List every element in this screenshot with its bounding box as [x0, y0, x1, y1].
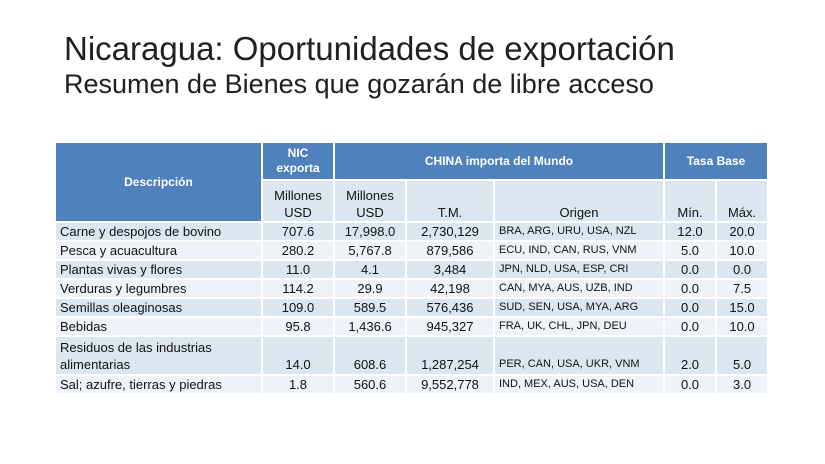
table-row: Pesca y acuacultura 280.2 5,767.8 879,586 EC… [56, 240, 770, 260]
cell-tasa-min: 0.0 [664, 278, 718, 298]
cell-descripcion: Pesca y acuacultura [56, 240, 263, 260]
title-block: Nicaragua: Oportunidades de exportación … [64, 30, 675, 100]
cell-descripcion: Bebidas [56, 316, 263, 336]
cell-nic-exporta: 280.2 [262, 240, 335, 260]
subheader-min: Mín. [664, 179, 718, 222]
cell-origen: IND, MEX, AUS, USA, DEN [494, 374, 666, 393]
cell-china-usd: 17,998.0 [334, 221, 407, 241]
cell-china-tm: 1,287,254 [406, 335, 495, 375]
cell-tasa-max: 10.0 [716, 240, 770, 260]
cell-china-tm: 42,198 [406, 278, 495, 298]
exports-table: Descripción NIC exporta CHINA importa de… [56, 143, 770, 393]
cell-china-tm: 879,586 [406, 240, 495, 260]
subheader-max: Máx. [716, 179, 770, 222]
cell-china-usd: 608.6 [334, 335, 407, 375]
cell-china-tm: 9,552,778 [406, 374, 495, 393]
cell-descripcion: Verduras y legumbres [56, 278, 263, 298]
cell-tasa-max: 10.0 [716, 316, 770, 336]
cell-tasa-max: 3.0 [716, 374, 770, 393]
cell-tasa-min: 2.0 [664, 335, 718, 375]
cell-descripcion: Carne y despojos de bovino [56, 221, 263, 241]
cell-origen: JPN, NLD, USA, ESP, CRI [494, 259, 666, 279]
cell-china-tm: 945,327 [406, 316, 495, 336]
table-row: Sal; azufre, tierras y piedras 1.8 560.6 9,… [56, 374, 770, 393]
table-row: Residuos de las industrias alimentarias 1… [56, 335, 770, 375]
cell-origen: ECU, IND, CAN, RUS, VNM [494, 240, 666, 260]
cell-china-usd: 4.1 [334, 259, 407, 279]
cell-origen: FRA, UK, CHL, JPN, DEU [494, 316, 666, 336]
cell-origen: PER, CAN, USA, UKR, VNM [494, 335, 666, 375]
cell-nic-exporta: 114.2 [262, 278, 335, 298]
table-row: Plantas vivas y flores 11.0 4.1 3,484 JPN, N… [56, 259, 770, 279]
header-row-2: Millones USD Millones USD T.M. Origen Mí… [56, 179, 770, 222]
cell-origen: SUD, SEN, USA, MYA, ARG [494, 297, 666, 317]
cell-tasa-min: 0.0 [664, 259, 718, 279]
cell-tasa-max: 7.5 [716, 278, 770, 298]
cell-china-usd: 589.5 [334, 297, 407, 317]
cell-china-usd: 5,767.8 [334, 240, 407, 260]
table-row: Bebidas 95.8 1,436.6 945,327 FRA, UK, CHL, J… [56, 316, 770, 336]
col-header-tasa: Tasa Base [664, 143, 770, 180]
cell-descripcion: Semillas oleaginosas [56, 297, 263, 317]
cell-tasa-max: 20.0 [716, 221, 770, 241]
cell-china-tm: 3,484 [406, 259, 495, 279]
subheader-china-usd: Millones USD [334, 179, 407, 222]
cell-tasa-min: 0.0 [664, 297, 718, 317]
cell-china-usd: 560.6 [334, 374, 407, 393]
table-row: Verduras y legumbres 114.2 29.9 42,198 CAN, … [56, 278, 770, 298]
subheader-tm: T.M. [406, 179, 495, 222]
subheader-nic-usd: Millones USD [262, 179, 335, 222]
cell-nic-exporta: 109.0 [262, 297, 335, 317]
cell-tasa-min: 0.0 [664, 316, 718, 336]
cell-tasa-max: 0.0 [716, 259, 770, 279]
cell-origen: BRA, ARG, URU, USA, NZL [494, 221, 666, 241]
table-row: Carne y despojos de bovino 707.6 17,998.0 2… [56, 221, 770, 241]
cell-tasa-max: 15.0 [716, 297, 770, 317]
cell-china-usd: 1,436.6 [334, 316, 407, 336]
cell-descripcion: Residuos de las industrias alimentarias [56, 335, 263, 375]
cell-nic-exporta: 11.0 [262, 259, 335, 279]
cell-origen: CAN, MYA, AUS, UZB, IND [494, 278, 666, 298]
cell-china-tm: 2,730,129 [406, 221, 495, 241]
col-header-nic: NIC exporta [262, 143, 335, 180]
cell-descripcion: Plantas vivas y flores [56, 259, 263, 279]
cell-tasa-min: 0.0 [664, 374, 718, 393]
cell-china-usd: 29.9 [334, 278, 407, 298]
cell-tasa-min: 5.0 [664, 240, 718, 260]
cell-nic-exporta: 1.8 [262, 374, 335, 393]
cell-china-tm: 576,436 [406, 297, 495, 317]
cell-tasa-min: 12.0 [664, 221, 718, 241]
col-header-china: CHINA importa del Mundo [334, 143, 666, 180]
page-title: Nicaragua: Oportunidades de exportación [64, 30, 675, 67]
header-row-1: Descripción NIC exporta CHINA importa de… [56, 143, 770, 222]
cell-descripcion: Sal; azufre, tierras y piedras [56, 374, 263, 393]
table-row: Semillas oleaginosas 109.0 589.5 576,436 SUD… [56, 297, 770, 317]
cell-nic-exporta: 95.8 [262, 316, 335, 336]
cell-nic-exporta: 14.0 [262, 335, 335, 375]
page-subtitle: Resumen de Bienes que gozarán de libre a… [64, 69, 654, 99]
col-header-descripcion: Descripción [56, 143, 263, 222]
subheader-origen: Origen [494, 179, 666, 222]
cell-tasa-max: 5.0 [716, 335, 770, 375]
cell-nic-exporta: 707.6 [262, 221, 335, 241]
